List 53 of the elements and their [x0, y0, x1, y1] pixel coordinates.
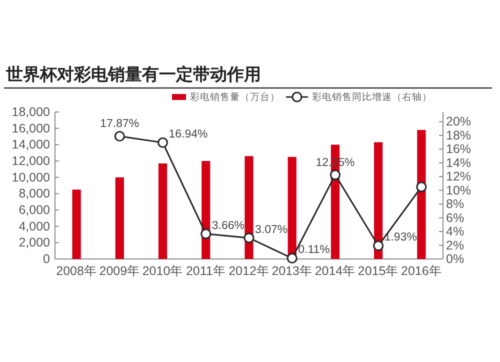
x-tick-label: 2008年 — [56, 264, 97, 278]
bar — [374, 142, 383, 259]
x-tick-label: 2011年 — [186, 264, 226, 278]
point — [286, 252, 298, 264]
y-tick-label: 8,000 — [18, 186, 50, 201]
y-tick-label: 6,000 — [18, 203, 50, 217]
x-tick-label: 2014年 — [314, 264, 356, 278]
point — [330, 170, 341, 180]
data-label: 0.11% — [298, 244, 330, 256]
point — [114, 130, 125, 142]
point — [373, 240, 384, 252]
y2-tick-label: 6% — [446, 210, 464, 225]
data-label: 3.07% — [255, 224, 288, 236]
y2-tick-label: 18% — [446, 128, 472, 142]
y2-tick-label: 16% — [446, 142, 472, 156]
x-tick-label: 2010年 — [142, 264, 184, 278]
x-tick-label: 2015年 — [358, 264, 399, 278]
x-tick-label: 2012年 — [228, 264, 270, 278]
legend-label: 彩电销售量（万台） — [190, 91, 280, 103]
point — [244, 232, 254, 244]
y-tick-label: 10,000 — [12, 170, 50, 184]
y-tick-label: 12,000 — [12, 154, 50, 168]
data-label: 16.94% — [168, 128, 208, 141]
point — [416, 182, 427, 192]
y2-tick-label: 14% — [446, 156, 472, 170]
y-tick-label: 0 — [43, 252, 50, 266]
data-label: 3.66% — [212, 220, 244, 232]
x-tick-label: 2013年 — [272, 264, 313, 278]
data-label: 1.93% — [384, 232, 417, 244]
y2-tick-label: 20% — [446, 114, 472, 129]
legend-label: 彩电销售同比增速（右轴） — [312, 91, 432, 103]
y-tick-label: 14,000 — [12, 138, 50, 152]
y2-tick-label: 8% — [446, 197, 464, 212]
bar — [115, 177, 124, 259]
y-tick-label: 2,000 — [18, 236, 50, 250]
y2-tick-label: 4% — [446, 224, 464, 239]
point — [157, 137, 168, 148]
y-tick-label: 4,000 — [18, 219, 50, 234]
bar — [244, 156, 254, 259]
y2-tick-label: 2% — [446, 238, 464, 252]
chart-title: 世界杯对彩电销量有一定带动作用 — [5, 65, 261, 84]
y2-tick-label: 10% — [446, 183, 472, 198]
y2-tick-label: 12% — [446, 170, 472, 184]
y-tick-label: 18,000 — [12, 105, 50, 119]
data-label: 17.87% — [100, 118, 140, 130]
bar — [417, 130, 426, 259]
y-tick-label: 16,000 — [12, 121, 50, 136]
x-tick-label: 2016年 — [401, 264, 442, 278]
y2-tick-label: 0% — [446, 252, 464, 266]
point — [200, 228, 212, 240]
bar — [158, 163, 168, 259]
bar — [72, 190, 81, 259]
x-tick-label: 2009年 — [99, 264, 140, 278]
